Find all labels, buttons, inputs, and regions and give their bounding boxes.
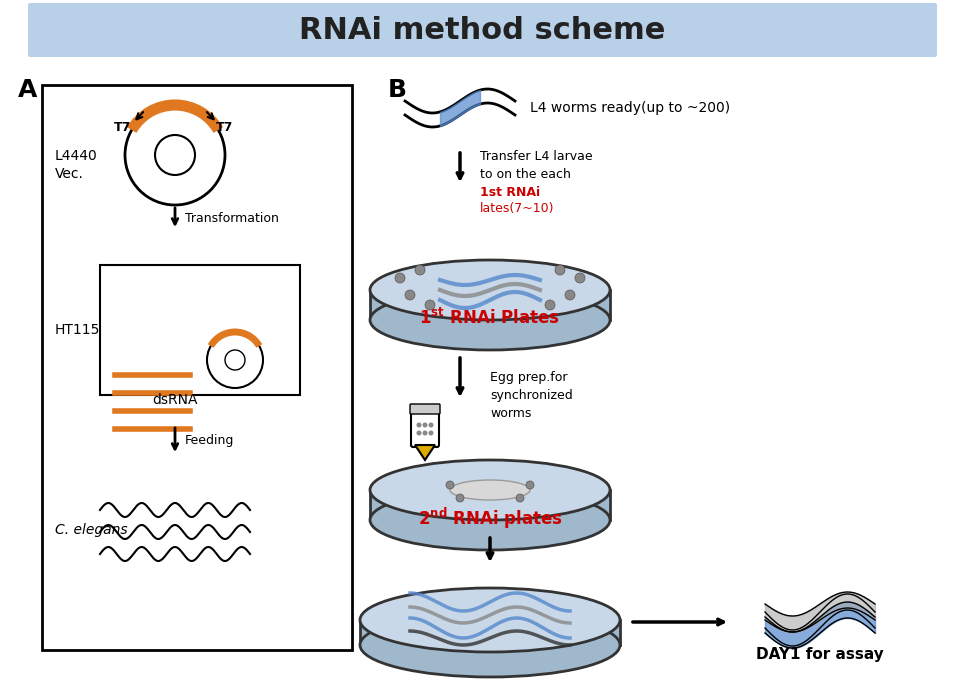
Text: Feeding: Feeding bbox=[185, 433, 234, 446]
Text: T7: T7 bbox=[216, 121, 234, 134]
Circle shape bbox=[225, 350, 245, 370]
Bar bbox=[100, 265, 300, 395]
Circle shape bbox=[456, 494, 464, 502]
Ellipse shape bbox=[450, 480, 530, 500]
Circle shape bbox=[417, 431, 422, 435]
Circle shape bbox=[405, 290, 415, 300]
Text: HT115: HT115 bbox=[55, 323, 100, 337]
Text: $\mathbf{2^{nd}}$ RNAi plates: $\mathbf{2^{nd}}$ RNAi plates bbox=[418, 506, 563, 531]
Text: $\mathbf{1^{st}}$ RNAi Plates: $\mathbf{1^{st}}$ RNAi Plates bbox=[420, 308, 561, 328]
FancyBboxPatch shape bbox=[411, 408, 439, 447]
Circle shape bbox=[155, 135, 195, 175]
Text: 1st RNAi: 1st RNAi bbox=[480, 185, 540, 198]
FancyBboxPatch shape bbox=[28, 3, 937, 57]
Circle shape bbox=[417, 422, 422, 427]
Text: A: A bbox=[18, 78, 38, 102]
Polygon shape bbox=[370, 290, 610, 320]
Circle shape bbox=[428, 422, 433, 427]
FancyBboxPatch shape bbox=[410, 404, 440, 414]
Ellipse shape bbox=[370, 260, 610, 320]
Ellipse shape bbox=[370, 460, 610, 520]
Ellipse shape bbox=[370, 290, 610, 350]
Polygon shape bbox=[415, 445, 435, 460]
Circle shape bbox=[415, 265, 425, 275]
Circle shape bbox=[555, 265, 565, 275]
Text: L4 worms ready(up to ~200): L4 worms ready(up to ~200) bbox=[530, 101, 731, 115]
Text: T7: T7 bbox=[114, 121, 131, 134]
Polygon shape bbox=[370, 490, 610, 520]
Text: Transfer L4 larvae
to on the each: Transfer L4 larvae to on the each bbox=[480, 150, 593, 181]
Text: dsRNA: dsRNA bbox=[152, 393, 198, 407]
Circle shape bbox=[545, 300, 555, 310]
Circle shape bbox=[565, 290, 575, 300]
Text: C. elegans: C. elegans bbox=[55, 523, 127, 537]
Ellipse shape bbox=[370, 490, 610, 550]
Circle shape bbox=[516, 494, 524, 502]
Ellipse shape bbox=[360, 588, 620, 652]
Circle shape bbox=[423, 422, 427, 427]
Bar bbox=[42, 85, 352, 650]
Circle shape bbox=[428, 431, 433, 435]
Circle shape bbox=[207, 332, 263, 388]
Circle shape bbox=[446, 481, 454, 489]
Text: Egg prep.for
synchronized
worms: Egg prep.for synchronized worms bbox=[490, 371, 573, 420]
Circle shape bbox=[575, 273, 585, 283]
Text: lates(7~10): lates(7~10) bbox=[480, 201, 555, 214]
Circle shape bbox=[423, 431, 427, 435]
Circle shape bbox=[425, 300, 435, 310]
Text: Transformation: Transformation bbox=[185, 212, 279, 225]
Text: RNAi method scheme: RNAi method scheme bbox=[299, 15, 665, 45]
Text: DAY1 for assay: DAY1 for assay bbox=[757, 648, 884, 663]
Ellipse shape bbox=[360, 613, 620, 677]
Polygon shape bbox=[360, 620, 620, 645]
Text: B: B bbox=[388, 78, 407, 102]
Text: L4440
Vec.: L4440 Vec. bbox=[55, 149, 97, 181]
Circle shape bbox=[395, 273, 405, 283]
Circle shape bbox=[526, 481, 534, 489]
Circle shape bbox=[125, 105, 225, 205]
